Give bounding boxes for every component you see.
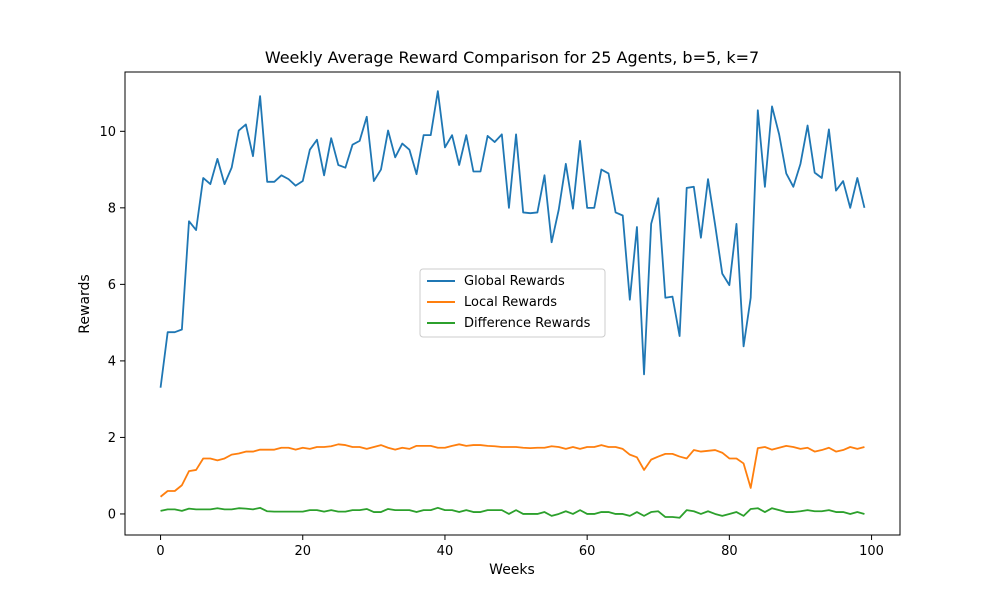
y-tick-label: 0 <box>108 507 116 522</box>
y-axis: 0 2 4 6 8 10 <box>99 125 125 522</box>
y-tick-label: 6 <box>108 278 116 293</box>
x-axis: 0 20 40 60 80 100 <box>156 535 884 559</box>
legend-label-local-rewards: Local Rewards <box>464 295 557 310</box>
y-tick-label: 2 <box>108 431 116 446</box>
x-tick-label: 40 <box>437 544 454 559</box>
series-line-local-rewards <box>159 443 865 498</box>
x-tick-label: 80 <box>721 544 738 559</box>
x-tick-label: 0 <box>156 544 164 559</box>
x-tick-label: 60 <box>579 544 596 559</box>
legend: Global Rewards Local Rewards Difference … <box>419 268 606 338</box>
series-line-difference-rewards <box>160 506 865 519</box>
y-axis-label: Rewards <box>77 274 93 333</box>
chart-title: Weekly Average Reward Comparison for 25 … <box>265 48 759 67</box>
y-tick-label: 8 <box>108 201 116 216</box>
series-line-global-rewards <box>159 90 866 388</box>
x-axis-label: Weeks <box>489 562 535 578</box>
plot-frame <box>124 71 901 536</box>
x-tick-label: 20 <box>294 544 311 559</box>
y-tick-label: 4 <box>108 354 116 369</box>
series-group <box>159 90 866 519</box>
legend-label-difference-rewards: Difference Rewards <box>464 316 591 331</box>
x-tick-label: 100 <box>859 544 884 559</box>
y-tick-label: 10 <box>99 125 116 140</box>
legend-label-global-rewards: Global Rewards <box>464 274 565 289</box>
legend-box <box>419 268 606 338</box>
